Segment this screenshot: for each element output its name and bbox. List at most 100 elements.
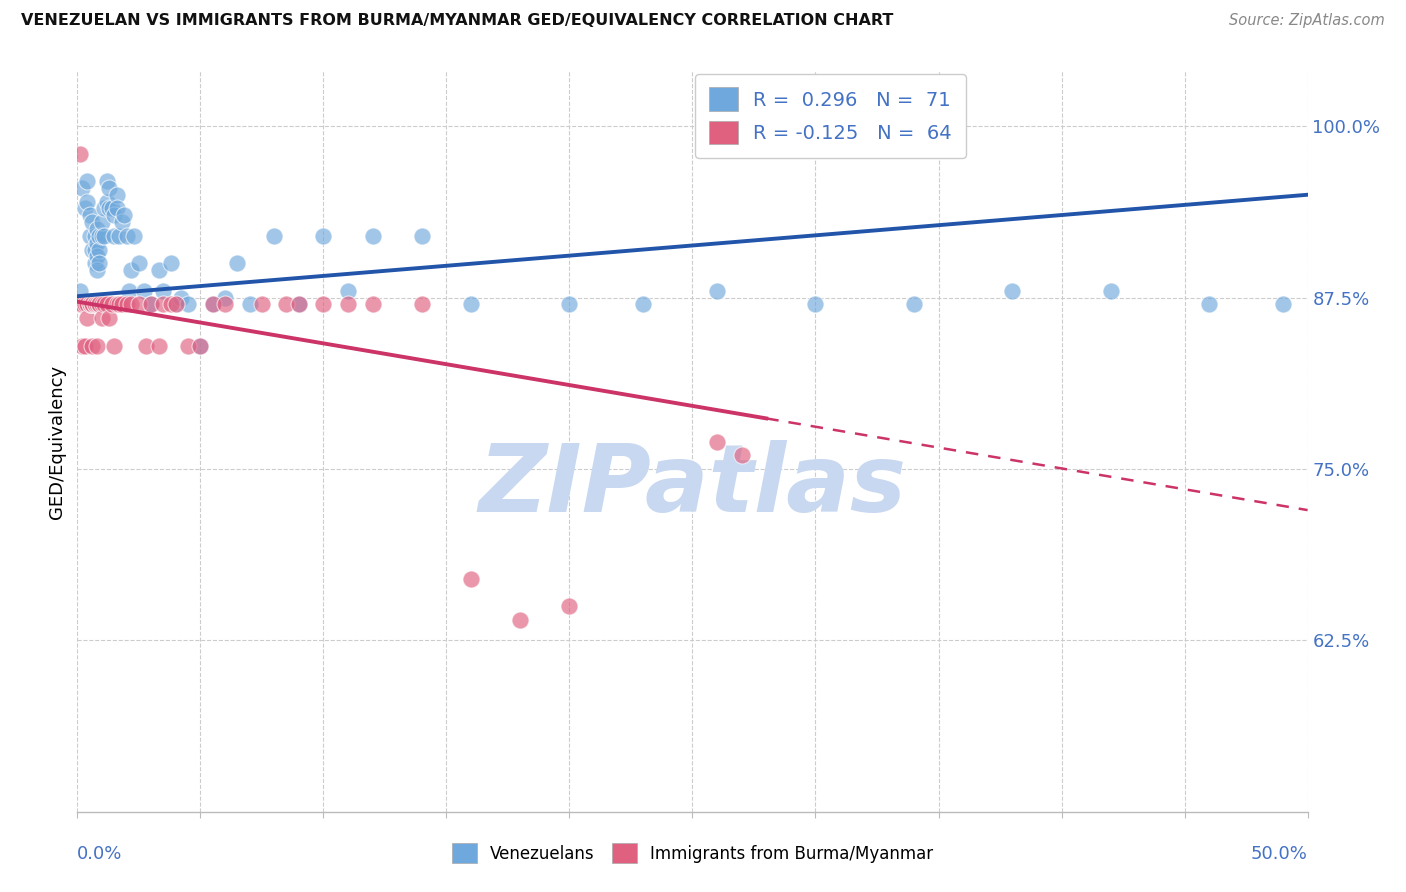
Point (152, 297, 174, 311)
Point (101, 202, 124, 216)
Point (83, 256, 105, 270)
Point (70, 297, 93, 311)
Y-axis label: GED/Equivalency: GED/Equivalency (48, 365, 66, 518)
Point (93, 202, 115, 216)
Point (90, 297, 114, 311)
Point (214, 297, 236, 311)
Point (201, 297, 224, 311)
Point (288, 297, 311, 311)
Point (79, 228, 101, 243)
Point (160, 256, 183, 270)
Point (105, 202, 128, 216)
Point (263, 228, 285, 243)
Point (361, 297, 384, 311)
Point (177, 338, 200, 352)
Point (79, 208, 101, 222)
Point (86, 235, 108, 250)
Point (170, 291, 193, 305)
Point (148, 338, 170, 352)
Point (90, 228, 114, 243)
Point (122, 228, 145, 243)
Point (141, 297, 163, 311)
Point (633, 297, 655, 311)
Point (69, 146, 91, 161)
Point (76, 174, 98, 188)
Point (89, 297, 111, 311)
Point (121, 263, 143, 277)
Point (108, 297, 131, 311)
Point (148, 263, 170, 277)
Point (70, 338, 93, 352)
Text: VENEZUELAN VS IMMIGRANTS FROM BURMA/MYANMAR GED/EQUIVALENCY CORRELATION CHART: VENEZUELAN VS IMMIGRANTS FROM BURMA/MYAN… (21, 13, 893, 29)
Point (93, 297, 115, 311)
Point (135, 338, 157, 352)
Point (731, 448, 754, 462)
Point (188, 338, 212, 352)
Point (105, 187, 128, 202)
Point (128, 297, 150, 311)
Point (79, 297, 101, 311)
Point (83, 297, 105, 311)
Point (1099, 284, 1122, 298)
Point (105, 297, 128, 311)
Point (86, 250, 108, 264)
Point (76, 297, 98, 311)
Point (96, 297, 118, 311)
Point (165, 297, 187, 311)
Point (103, 228, 125, 243)
Point (239, 297, 262, 311)
Point (90, 311, 114, 326)
Point (83, 243, 105, 257)
Point (558, 297, 581, 311)
Point (69, 297, 91, 311)
Point (706, 284, 728, 298)
Point (132, 284, 155, 298)
Point (82, 297, 104, 311)
Point (103, 338, 125, 352)
Point (90, 215, 114, 229)
Point (93, 228, 115, 243)
Point (98, 311, 121, 326)
Point (226, 256, 249, 270)
Point (83, 297, 105, 311)
Point (276, 297, 298, 311)
Point (188, 338, 212, 352)
Point (112, 208, 135, 222)
Point (82, 338, 104, 352)
Text: Source: ZipAtlas.com: Source: ZipAtlas.com (1229, 13, 1385, 29)
Point (337, 284, 360, 298)
Point (86, 222, 108, 236)
Point (103, 208, 125, 222)
Point (558, 599, 581, 613)
Point (98, 202, 121, 216)
Point (76, 311, 98, 326)
Point (86, 297, 108, 311)
Text: ZIPatlas: ZIPatlas (478, 440, 907, 532)
Point (312, 297, 335, 311)
Point (141, 297, 163, 311)
Text: 0.0%: 0.0% (77, 845, 122, 863)
Point (98, 181, 121, 195)
Point (1001, 284, 1024, 298)
Point (89, 228, 111, 243)
Point (411, 228, 433, 243)
Point (250, 297, 273, 311)
Point (115, 297, 138, 311)
Point (115, 228, 138, 243)
Point (201, 297, 224, 311)
Point (337, 297, 360, 311)
Point (411, 297, 433, 311)
Point (903, 297, 925, 311)
Point (1198, 297, 1220, 311)
Point (82, 297, 104, 311)
Point (128, 256, 150, 270)
Point (118, 284, 141, 298)
Point (89, 297, 111, 311)
Point (73, 338, 96, 352)
Point (83, 228, 105, 243)
Point (111, 297, 132, 311)
Point (312, 228, 335, 243)
Point (706, 434, 728, 449)
Point (1272, 297, 1295, 311)
Point (460, 297, 482, 311)
